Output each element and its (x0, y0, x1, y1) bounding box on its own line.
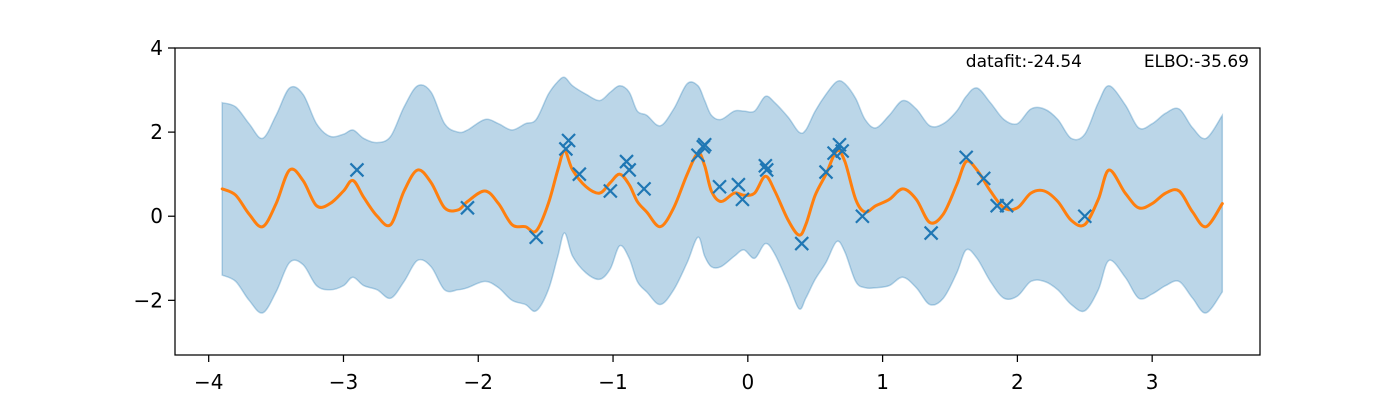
axes-frame (174, 47, 1261, 356)
observation-point (794, 236, 810, 251)
observation-point (855, 208, 870, 224)
observation-point (958, 150, 974, 165)
observation-point (603, 183, 618, 199)
observation-point (558, 141, 574, 157)
observation-point (731, 177, 746, 192)
observation-point (923, 225, 939, 241)
y-tick-label: −2 (134, 288, 163, 312)
observation-point (759, 162, 774, 178)
observation-point (976, 171, 991, 186)
observation-point (690, 147, 706, 163)
observation-point (1077, 208, 1093, 224)
observation-point (696, 139, 711, 155)
x-tick-label: −1 (598, 370, 627, 394)
observation-point (735, 192, 750, 207)
x-tick-label: 0 (741, 370, 754, 394)
uncertainty-band (221, 76, 1224, 314)
x-tick-label: −4 (194, 370, 223, 394)
observation-point (999, 198, 1014, 213)
y-tick-label: 0 (150, 204, 163, 228)
observation-point (561, 133, 576, 148)
plot-area (220, 76, 1224, 314)
observation-point (349, 162, 365, 178)
observation-point (621, 162, 637, 178)
x-tick-label: 2 (1011, 370, 1024, 394)
x-tick-label: 1 (876, 370, 889, 394)
y-tick-label: 4 (150, 36, 163, 60)
observation-point (712, 179, 727, 195)
x-tick-label: 3 (1146, 370, 1159, 394)
y-tick-label: 2 (150, 120, 163, 144)
observation-point (818, 164, 834, 180)
observation-point (758, 158, 773, 174)
datafit-annotation: datafit:-24.54 (966, 52, 1082, 72)
observation-point (636, 181, 652, 197)
elbo-annotation: ELBO:-35.69 (1144, 52, 1249, 72)
x-tick-label: −2 (464, 370, 493, 394)
observation-point (619, 154, 634, 169)
axis-ticks: −4 −3 −2 −1 0 1 2 3 −2 0 2 4 (134, 36, 1159, 394)
observation-point (528, 229, 544, 245)
observation-point (834, 143, 850, 159)
observation-point (460, 200, 475, 216)
mean-line (220, 149, 1224, 237)
observation-point (572, 166, 587, 182)
x-tick-label: −3 (329, 370, 358, 394)
